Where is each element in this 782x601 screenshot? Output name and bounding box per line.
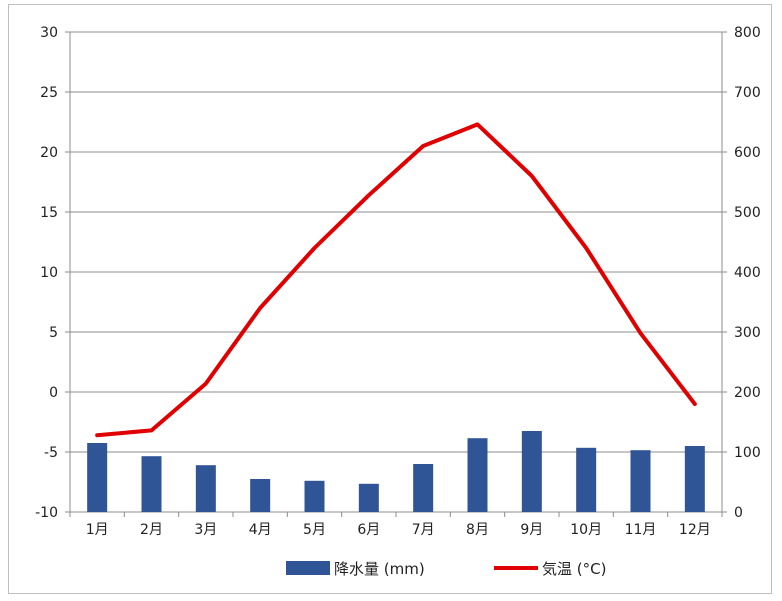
right-tick-label: 800 xyxy=(734,25,761,41)
right-tick-label: 100 xyxy=(734,445,761,461)
precipitation-bar xyxy=(304,480,325,512)
x-tick-label: 4月 xyxy=(249,522,272,538)
precipitation-bar xyxy=(413,464,434,512)
left-axis-ticks: 30 25 20 15 10 5 0 -5 -10 xyxy=(35,25,58,521)
precipitation-bar xyxy=(467,438,488,512)
left-tick-label: -10 xyxy=(35,505,58,521)
right-tick-label: 400 xyxy=(734,265,761,281)
x-tick-label: 3月 xyxy=(194,522,217,538)
precipitation-bar xyxy=(684,446,705,512)
precipitation-bar xyxy=(195,465,216,512)
legend: 降水量 (mm) 気温 (°C) xyxy=(286,560,606,578)
right-tick-label: 300 xyxy=(734,325,761,341)
left-tick-label: 15 xyxy=(40,205,58,221)
precipitation-bar xyxy=(576,447,597,512)
precipitation-bar xyxy=(358,483,379,512)
right-tick-label: 0 xyxy=(734,505,743,521)
right-tick-label: 700 xyxy=(734,85,761,101)
left-tick-label: 5 xyxy=(49,325,58,341)
left-tick-label: 30 xyxy=(40,25,58,41)
temperature-line-group xyxy=(95,122,697,438)
precipitation-bar xyxy=(87,443,108,512)
temperature-line xyxy=(95,122,697,438)
x-tick-label: 5月 xyxy=(303,522,326,538)
precipitation-bars xyxy=(87,431,705,512)
left-tick-label: 10 xyxy=(40,265,58,281)
x-tick-label: 11月 xyxy=(625,522,657,538)
precipitation-bar xyxy=(141,456,162,512)
legend-precipitation-swatch xyxy=(286,561,330,575)
right-tick-label: 200 xyxy=(734,385,761,401)
x-tick-label: 7月 xyxy=(412,522,435,538)
right-axis-ticks: 800 700 600 500 400 300 200 100 0 xyxy=(734,25,761,521)
left-tick-label: 20 xyxy=(40,145,58,161)
x-tick-label: 2月 xyxy=(140,522,163,538)
x-axis-ticks: 1月 2月 3月 4月 5月 6月 7月 8月 9月 10月 11月 12月 xyxy=(69,512,723,538)
x-tick-label: 12月 xyxy=(679,522,711,538)
left-tick-label: -5 xyxy=(44,445,58,461)
precipitation-bar xyxy=(250,479,271,512)
right-tick-label: 600 xyxy=(734,145,761,161)
x-tick-label: 10月 xyxy=(570,522,602,538)
precipitation-bar xyxy=(521,431,542,512)
right-tick-label: 500 xyxy=(734,205,761,221)
x-tick-label: 8月 xyxy=(466,522,489,538)
x-tick-label: 9月 xyxy=(520,522,543,538)
left-tick-label: 0 xyxy=(49,385,58,401)
legend-precipitation-label: 降水量 (mm) xyxy=(334,560,425,578)
x-tick-label: 1月 xyxy=(86,522,109,538)
legend-temperature-label: 気温 (°C) xyxy=(542,560,606,578)
gridlines xyxy=(65,31,727,513)
precipitation-bar xyxy=(630,450,651,512)
x-tick-label: 6月 xyxy=(357,522,380,538)
left-tick-label: 25 xyxy=(40,85,58,101)
